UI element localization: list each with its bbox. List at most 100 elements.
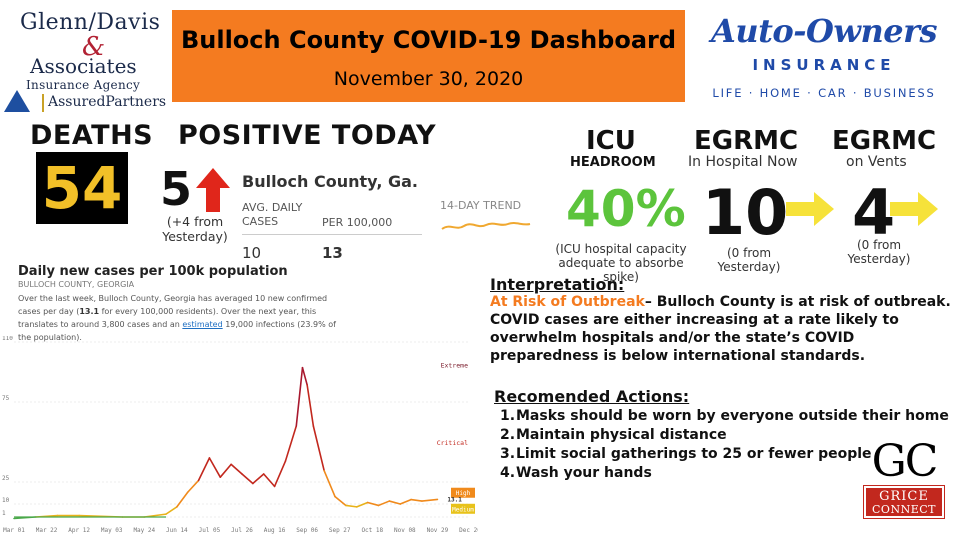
egrmc-vents-note-line2: Yesterday)	[847, 252, 911, 266]
logo-text-line3: Insurance Agency	[26, 78, 141, 92]
gc-badge: GRICE CONNECT	[863, 485, 945, 519]
series-line-segment	[241, 473, 254, 485]
egrmc-hospital-note-line2: Yesterday)	[717, 260, 781, 274]
zone-label: Medium	[452, 506, 474, 513]
deaths-label: DEATHS	[30, 120, 154, 151]
x-tick-label: Jul 26	[231, 527, 253, 534]
icu-note: (ICU hospital capacity adequate to absor…	[542, 242, 700, 284]
series-line-segment	[399, 498, 412, 505]
x-tick-label: May 24	[133, 527, 155, 534]
nyt-col1-value: 10	[242, 244, 262, 262]
deaths-box: 54	[36, 152, 128, 224]
series-line-segment	[230, 463, 243, 475]
nyt-county-title: Bulloch County, Ga.	[242, 172, 418, 191]
chart-subtitle: BULLOCH COUNTY, GEORGIA	[18, 280, 135, 289]
series-line-segment	[306, 384, 315, 427]
chart-desc-part1: Over the last week, Bulloch County, Geor…	[18, 294, 328, 316]
trend-label: 14-DAY TREND	[440, 199, 522, 212]
cases-line-chart: 110 75 25 10 1 Mar 01 Mar 22 Apr 12 May 03 May 24…	[2, 336, 478, 534]
y-tick-label: 110	[2, 336, 13, 342]
x-tick-label: Apr 12	[68, 527, 90, 534]
recommended-item: Masks should be worn by everyone outside…	[516, 408, 949, 424]
series-line-segment	[208, 457, 222, 478]
grice-connect-logo: GC GRICE CONNECT	[862, 436, 946, 520]
icu-value: 40%	[566, 180, 686, 238]
estimated-link[interactable]: estimated	[182, 320, 223, 329]
x-tick-label: Aug 16	[264, 527, 286, 534]
series-line-segment	[295, 366, 304, 427]
icu-label: ICU	[586, 126, 636, 156]
list-item: 2. Maintain physical distance	[500, 427, 727, 443]
series-line-segment	[197, 457, 211, 482]
series-line-segment	[262, 473, 276, 488]
recommended-list: 1. Masks should be worn by everyone outsi…	[500, 407, 950, 483]
zone-label: Critical	[437, 439, 468, 447]
series-line-segment	[284, 425, 298, 462]
deaths-value: 54	[41, 154, 123, 222]
x-tick-label: Sep 27	[329, 527, 351, 534]
delta-line1: (+4 from	[166, 214, 224, 229]
x-tick-label: Mar 01	[3, 527, 25, 534]
icu-sublabel: HEADROOM	[570, 155, 656, 170]
dashboard-title: Bulloch County COVID-19 Dashboard	[180, 26, 677, 54]
series-line-segment	[78, 514, 102, 518]
positive-today-label: POSITIVE TODAY	[178, 120, 437, 151]
chart-desc-bold: 13.1	[79, 307, 100, 316]
series-line-segment	[410, 498, 423, 502]
egrmc-hospital-label: EGRMC	[694, 126, 799, 156]
interpretation-heading: Interpretation:	[490, 275, 625, 294]
nyt-col2-header: PER 100,000	[322, 216, 393, 229]
right-arrow-icon	[890, 192, 938, 226]
series-line-segment	[388, 500, 402, 505]
interpretation-text: – Bulloch County is at risk of outbreak.…	[490, 294, 951, 364]
chart-desc-part2: for every 100,000 residents). Over the n…	[18, 307, 317, 329]
list-item: 4. Wash your hands	[500, 465, 652, 481]
zone-badge	[451, 487, 475, 498]
nyt-divider	[242, 234, 422, 235]
x-tick-label: Nov 08	[394, 527, 416, 534]
recommended-item: Limit social gatherings to 25 or fewer p…	[516, 446, 872, 462]
egrmc-vents-value: 4	[852, 176, 896, 249]
zone-label: High	[456, 490, 471, 497]
series-line-segment	[334, 495, 347, 507]
series-line-segment	[421, 498, 439, 502]
gc-line2: CONNECT	[872, 503, 936, 516]
series-line-segment	[219, 463, 232, 478]
series-line-segment	[273, 460, 287, 488]
logo-text-line4: AssuredPartners	[48, 94, 167, 110]
gc-line1: GRICE	[879, 489, 929, 504]
chart-title: Daily new cases per 100k population	[18, 264, 288, 279]
auto-owners-tagline: LIFE · HOME · CAR · BUSINESS	[712, 86, 936, 100]
y-tick-label: 10	[2, 497, 10, 504]
interpretation-body: At Risk of Outbreak– Bulloch County is a…	[490, 293, 952, 365]
positive-today-value: 5	[160, 162, 193, 216]
y-tick-label: 1	[2, 510, 6, 517]
list-item: 3. Limit social gatherings to 25 or fewer…	[500, 446, 872, 462]
series-line-segment	[186, 479, 200, 494]
egrmc-hospital-value: 10	[702, 176, 789, 249]
y-tick-label: 25	[2, 475, 10, 482]
series-line-segment	[176, 491, 189, 508]
egrmc-vents-note-line1: (0 from	[856, 238, 902, 252]
nyt-col1-header-line1: AVG. DAILY	[242, 201, 303, 214]
nyt-col1-header: AVG. DAILY CASES	[242, 201, 302, 229]
icu-note-line2: adequate to absorbe spike)	[558, 256, 684, 284]
egrmc-hospital-sublabel: In Hospital Now	[688, 154, 798, 170]
chart-description: Over the last week, Bulloch County, Geor…	[18, 292, 338, 344]
egrmc-hospital-note-line1: (0 from	[726, 246, 772, 260]
header-banner: Bulloch County COVID-19 Dashboard Novemb…	[172, 10, 685, 102]
egrmc-vents-note: (0 from Yesterday)	[830, 238, 928, 266]
x-tick-label: Jun 14	[166, 527, 188, 534]
nyt-col2-value: 13	[322, 244, 343, 262]
current-value-label: 13.1	[447, 496, 462, 503]
x-tick-label: Dec 20	[459, 527, 478, 534]
recommended-item: Maintain physical distance	[516, 427, 727, 443]
x-tick-label: Oct 18	[361, 527, 383, 534]
up-arrow-icon	[196, 168, 230, 212]
icu-note-line1: (ICU hospital capacity	[555, 242, 687, 256]
x-tick-label: May 03	[101, 527, 123, 534]
auto-owners-logo: Auto-Owners INSURANCE LIFE · HOME · CAR …	[690, 10, 958, 106]
series-line-segment	[366, 501, 380, 507]
x-tick-label: Sep 06	[296, 527, 318, 534]
series-line-segment	[301, 366, 308, 386]
